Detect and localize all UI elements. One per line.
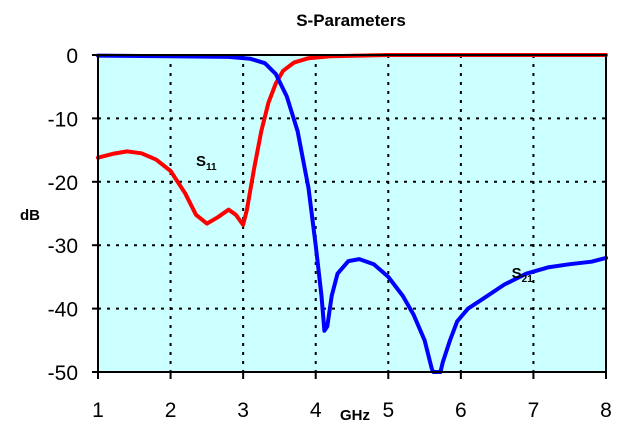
y-tick-label: 0 [66,45,78,68]
x-tick-label: 5 [382,399,394,422]
x-tick-label: 8 [600,399,612,422]
y-axis-label: dB [20,207,40,224]
x-tick-label: 1 [92,399,104,422]
series-annotation-label: S21 [512,265,534,285]
y-tick-label: -30 [48,235,78,258]
series-annotations: S11 S21 [196,153,533,285]
y-tick-label: -20 [48,172,78,195]
x-tick-label: 2 [165,399,177,422]
x-tick-label: 7 [528,399,540,422]
x-tick-label: 3 [237,399,249,422]
y-tick-label: -10 [48,108,78,131]
series-layer [96,53,608,374]
y-axis-ticks: 0 -10 -20 -30 -40 -50 [48,45,98,385]
chart-title: S-Parameters [296,11,406,30]
series-line-s11 [96,53,608,227]
y-tick-label: -40 [48,299,78,322]
grid-lines [98,55,606,372]
x-tick-label: 6 [455,399,467,422]
x-axis-label: GHz [340,407,370,424]
x-tick-label: 4 [310,399,322,422]
y-tick-label: -50 [48,362,78,385]
x-axis-ticks: 1 2 3 4 5 6 7 8 [92,372,612,422]
plot-area-background [98,55,606,372]
series-annotation-label: S11 [196,153,217,173]
series-line-s21 [96,53,608,374]
